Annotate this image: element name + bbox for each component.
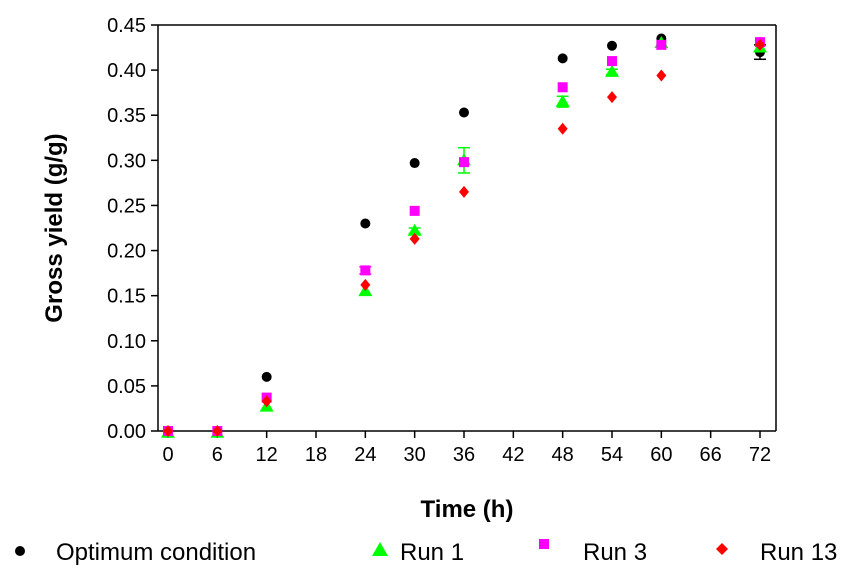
x-axis-title: Time (h) [421, 496, 514, 523]
y-tick-label: 0.25 [107, 195, 146, 217]
y-tick-label: 0.45 [107, 15, 146, 37]
data-point-run-13 [755, 38, 765, 51]
data-point-optimum-condition [557, 53, 568, 64]
y-tick-label: 0.00 [107, 421, 146, 443]
legend-label-run-13: Run 13 [760, 539, 837, 566]
y-ticks: 0.00 0.05 0.10 0.15 0.20 0.25 0.30 0.35 0.40 0.45 [107, 15, 158, 443]
x-tick-label: 72 [749, 444, 771, 466]
legend-marker-run-1 [372, 542, 388, 556]
data-point-run-3 [656, 39, 667, 50]
data-point-run-13 [409, 232, 420, 245]
data-point-run-3 [360, 265, 371, 276]
data-point-run-13 [459, 185, 469, 198]
series-layer [161, 33, 767, 438]
data-point-run-3 [459, 157, 469, 168]
data-point-run-13 [163, 425, 173, 437]
x-tick-label: 54 [601, 444, 623, 466]
data-point-optimum-condition [360, 218, 371, 229]
data-point-run-3 [409, 205, 420, 216]
data-point-optimum-condition [409, 158, 420, 169]
data-point-run-13 [261, 395, 272, 408]
y-tick-label: 0.35 [107, 105, 146, 127]
x-ticks: 0 6 12 18 24 30 36 42 48 54 60 66 72 [162, 431, 771, 466]
y-tick-label: 0.20 [107, 241, 146, 263]
data-point-optimum-condition [607, 40, 617, 51]
x-tick-label: 24 [354, 444, 376, 466]
y-axis-title: Gross yield (g/g) [41, 133, 68, 322]
x-tick-label: 30 [404, 444, 426, 466]
x-tick-label: 48 [552, 444, 574, 466]
y-tick-label: 0.05 [107, 376, 146, 398]
y-tick-label: 0.15 [107, 286, 146, 308]
data-point-run-3 [557, 82, 568, 93]
legend-marker-optimum-condition [15, 546, 25, 556]
plot-area [157, 24, 777, 432]
x-tick-label: 12 [256, 444, 278, 466]
data-point-run-13 [360, 278, 371, 291]
data-point-run-3 [607, 56, 617, 67]
legend-label-run-1: Run 1 [400, 539, 464, 566]
legend-label-run-3: Run 3 [583, 539, 647, 566]
x-tick-label: 66 [700, 444, 722, 466]
x-tick-label: 42 [502, 444, 524, 466]
y-tick-label: 0.10 [107, 331, 146, 353]
legend-label-optimum-condition: Optimum condition [56, 539, 256, 566]
data-point-run-13 [607, 91, 617, 104]
legend-marker-run-13 [716, 543, 728, 555]
x-tick-label: 18 [305, 444, 327, 466]
legend-marker-run-3 [539, 539, 549, 549]
x-tick-label: 36 [453, 444, 475, 466]
y-tick-label: 0.30 [107, 150, 146, 172]
data-point-optimum-condition [459, 107, 469, 118]
data-point-run-1 [555, 94, 570, 107]
x-tick-label: 60 [650, 444, 672, 466]
x-tick-label: 0 [162, 444, 173, 466]
y-tick-label: 0.40 [107, 60, 146, 82]
legend: Optimum condition Run 1 Run 3 Run 13 [15, 539, 837, 566]
data-point-run-13 [212, 425, 223, 437]
data-point-run-13 [557, 122, 568, 135]
data-point-run-1 [407, 223, 422, 236]
data-point-optimum-condition [261, 371, 272, 382]
x-tick-label: 6 [212, 444, 223, 466]
data-point-run-13 [656, 69, 667, 82]
data-point-run-1 [605, 64, 619, 77]
